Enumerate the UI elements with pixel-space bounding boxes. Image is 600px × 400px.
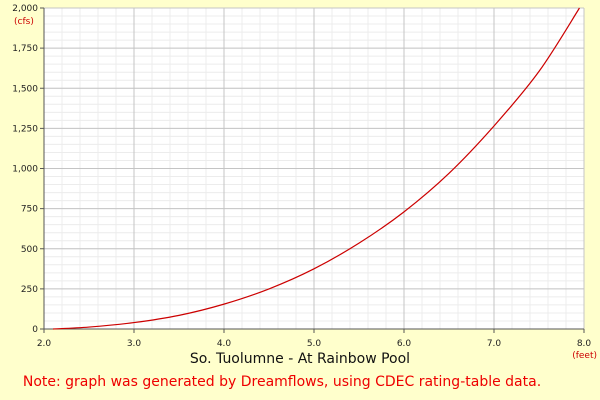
series-layer — [52, 7, 581, 330]
y-tick-label: 1,500 — [12, 84, 38, 94]
x-tick-label: 8.0 — [577, 339, 592, 349]
y-tick-label: 250 — [21, 285, 38, 295]
axis-ticks: 2.0 3.0 4.0 5.0 6.0 7.0 8.0 0 250 500 750 1,000 1,25… — [12, 4, 591, 349]
y-tick-label: 2,000 — [12, 4, 38, 14]
series-line-0 — [52, 7, 581, 330]
y-tick-label: 750 — [21, 205, 38, 215]
chart-note: Note: graph was generated by Dreamflows,… — [22, 374, 542, 390]
y-tick-label: 1,000 — [12, 165, 38, 175]
x-tick-label: 7.0 — [487, 339, 502, 349]
x-tick-label: 2.0 — [37, 339, 52, 349]
chart-title: So. Tuolumne - At Rainbow Pool — [189, 351, 411, 367]
y-axis-unit: (cfs) — [14, 17, 34, 27]
y-tick-label: 1,750 — [12, 44, 38, 54]
y-tick-label: 500 — [21, 245, 38, 255]
y-tick-label: 1,250 — [12, 124, 38, 134]
y-tick-label: 0 — [32, 325, 38, 335]
x-tick-label: 3.0 — [127, 339, 142, 349]
x-tick-label: 6.0 — [397, 339, 412, 349]
x-tick-label: 5.0 — [307, 339, 322, 349]
x-axis-unit: (feet) — [572, 351, 597, 361]
x-tick-label: 4.0 — [217, 339, 232, 349]
